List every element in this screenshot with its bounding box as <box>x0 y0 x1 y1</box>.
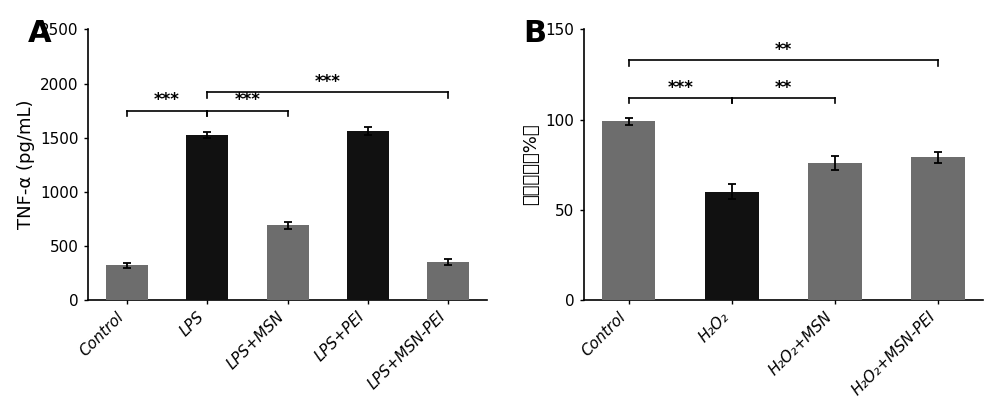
Bar <box>808 163 862 300</box>
Text: ***: *** <box>234 91 260 109</box>
Text: ***: *** <box>315 73 341 91</box>
Bar <box>186 135 228 300</box>
Bar <box>106 265 148 300</box>
Text: **: ** <box>775 78 792 97</box>
Bar <box>427 262 469 300</box>
Y-axis label: 细胞活力（%）: 细胞活力（%） <box>522 124 540 205</box>
Bar <box>267 225 309 300</box>
Bar <box>602 121 655 300</box>
Text: ***: *** <box>154 91 180 109</box>
Bar <box>347 131 389 300</box>
Text: B: B <box>524 19 547 48</box>
Text: **: ** <box>775 41 792 59</box>
Bar <box>911 157 965 300</box>
Y-axis label: TNF-α (pg/mL): TNF-α (pg/mL) <box>17 100 35 229</box>
Text: ***: *** <box>667 78 693 97</box>
Text: A: A <box>28 19 51 48</box>
Bar <box>705 192 759 300</box>
